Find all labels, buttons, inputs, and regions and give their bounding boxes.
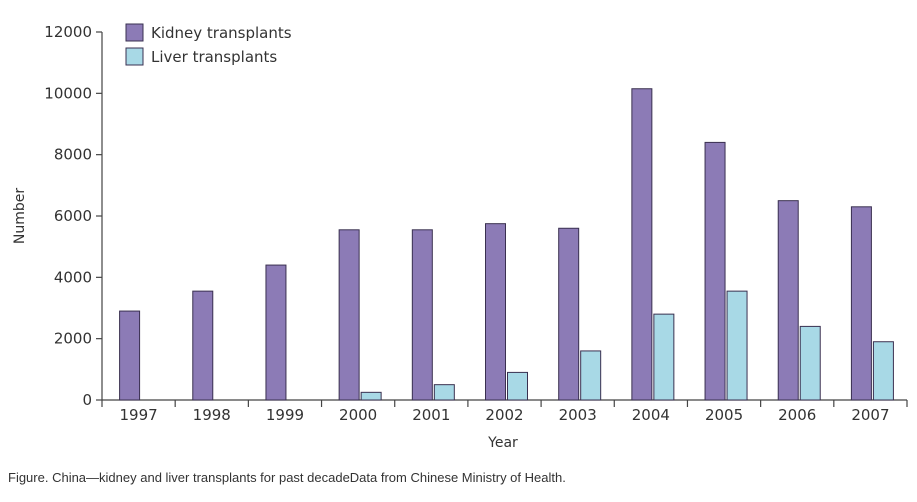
x-tick-label: 2005 [705, 406, 743, 424]
x-tick-label: 2002 [485, 406, 523, 424]
bar-kidney-2004 [631, 88, 653, 401]
x-axis: 1997 1998 1999 2000 2001 2002 2003 2004 2005 2006… [101, 399, 908, 424]
bar-liver-2004 [653, 313, 675, 401]
x-tick-label: 1999 [266, 406, 304, 424]
x-tick-label: 2003 [559, 406, 597, 424]
x-tick-label: 2001 [412, 406, 450, 424]
y-tick-label: 12000 [44, 23, 92, 41]
y-tick-label: 4000 [54, 268, 92, 286]
bar-liver-2002 [507, 371, 528, 401]
bar-chart: 0 2000 4000 6000 8000 10000 12000 1997 1998 1999… [12, 23, 908, 451]
x-tick-label: 2006 [778, 406, 816, 424]
figure-caption: Figure. China—kidney and liver transplan… [8, 470, 566, 485]
x-tick-label: 1997 [119, 406, 157, 424]
bar-liver-2003 [580, 350, 602, 401]
legend-swatch-0 [125, 23, 144, 42]
y-tick-label: 2000 [54, 330, 92, 348]
legend-swatch-1 [125, 47, 144, 66]
bar-kidney-2001 [411, 229, 433, 401]
bar-kidney-1997 [119, 310, 141, 401]
y-tick-label: 6000 [54, 207, 92, 225]
y-tick-label: 0 [82, 391, 92, 409]
bar-kidney-1999 [265, 264, 287, 401]
x-axis-title: Year [487, 435, 518, 451]
bar-kidney-2002 [485, 223, 506, 401]
bar-liver-2007 [872, 341, 894, 401]
y-tick-label: 8000 [54, 146, 92, 164]
bars [119, 88, 894, 401]
y-tick-label: 10000 [44, 84, 92, 102]
y-axis: 0 2000 4000 6000 8000 10000 12000 [44, 23, 103, 409]
bar-kidney-2006 [777, 200, 799, 401]
legend: Kidney transplants Liver transplants [125, 23, 292, 66]
bar-kidney-2003 [558, 227, 580, 401]
bar-kidney-2000 [338, 229, 360, 401]
bar-liver-2005 [726, 290, 748, 401]
x-tick-label: 1998 [193, 406, 231, 424]
legend-label-1: Liver transplants [151, 48, 277, 66]
x-tick-label: 2007 [851, 406, 889, 424]
x-tick-label: 2004 [632, 406, 670, 424]
bar-liver-2000 [360, 391, 382, 401]
bar-liver-2006 [799, 325, 821, 401]
bar-kidney-1998 [192, 290, 214, 401]
bar-liver-2001 [433, 384, 455, 401]
x-tick-label: 2000 [339, 406, 377, 424]
y-axis-title: Number [12, 188, 28, 244]
bar-kidney-2007 [850, 206, 872, 401]
bar-kidney-2005 [704, 141, 726, 401]
legend-label-0: Kidney transplants [151, 24, 292, 42]
